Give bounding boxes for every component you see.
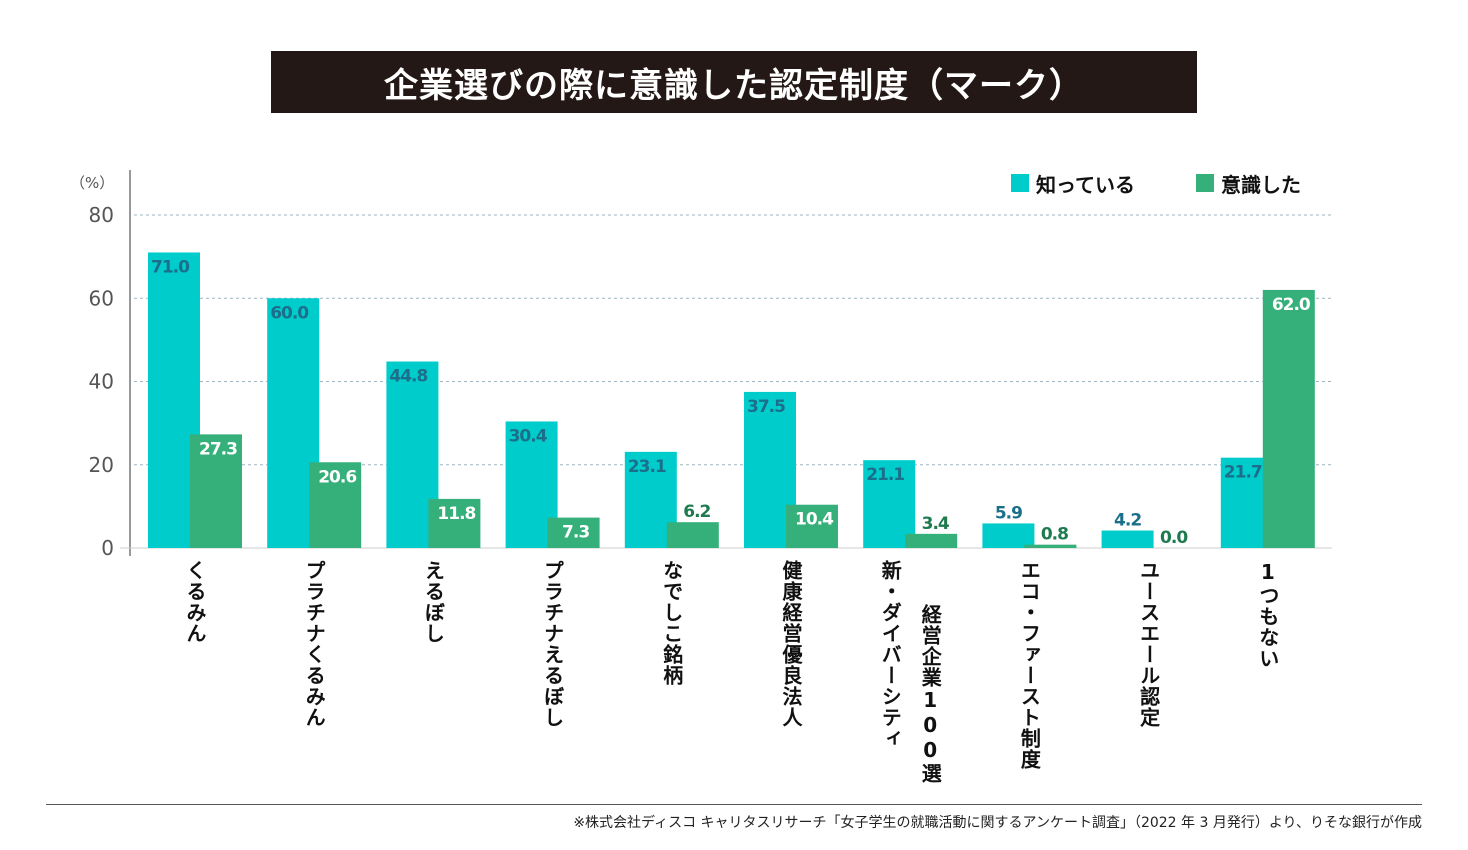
y-tick-label: 80: [89, 203, 114, 227]
x-category-label: 1つもない: [1255, 560, 1280, 669]
bar-conscious: [190, 434, 242, 548]
x-category-label: プラチナくるみん: [302, 560, 327, 728]
bar-conscious: [428, 498, 481, 548]
bar-known: [1101, 530, 1154, 548]
value-label-conscious: 62.0: [1272, 295, 1311, 315]
axes: （%）: [70, 170, 1332, 556]
x-category-label: 新・ダイバーシティ: [878, 560, 903, 749]
value-labels: 71.0 27.3 60.0 20.6 44.8 11.8 30.4 7.3 23.1 6.2 37…: [151, 257, 1312, 548]
value-label-conscious: 10.4: [795, 510, 834, 530]
value-label-conscious: 0.8: [1041, 525, 1068, 545]
y-tick-labels: 0 20 40 60 80: [89, 203, 114, 560]
value-label-known: 23.1: [628, 457, 666, 477]
value-label-known: 30.4: [509, 426, 548, 446]
bar-known: [982, 523, 1035, 548]
x-category-label: くるみん: [183, 560, 207, 644]
x-category-label: えるぼし: [421, 560, 446, 644]
x-category-label: 健康経営優良法人: [779, 560, 803, 728]
value-label-conscious: 0.0: [1160, 528, 1188, 548]
legend-label-conscious: 意識した: [1221, 173, 1301, 197]
source-note: ※株式会社ディスコ キャリタスリサーチ「女子学生の就職活動に関するアンケート調査…: [573, 815, 1422, 831]
value-label-conscious: 27.3: [199, 439, 237, 459]
bar-conscious: [786, 504, 838, 548]
y-tick-label: 40: [89, 370, 114, 394]
x-category-label: ユースエール認定: [1136, 560, 1161, 728]
y-tick-label: 0: [101, 536, 114, 560]
bar-conscious: [666, 522, 719, 548]
bar-conscious: [547, 517, 600, 548]
bars: [148, 252, 1315, 548]
y-tick-label: 20: [89, 453, 114, 477]
legend-swatch-conscious: [1196, 174, 1214, 192]
x-category-label: 経営企業100選: [918, 604, 943, 784]
value-label-known: 21.7: [1224, 463, 1262, 483]
bar-conscious: [1262, 289, 1315, 548]
legend-label-known: 知っている: [1036, 173, 1135, 197]
legend-swatch-known: [1011, 174, 1029, 192]
x-category-label: なでしこ銘柄: [659, 560, 684, 686]
value-label-conscious: 11.8: [437, 504, 475, 524]
bar-conscious: [309, 462, 362, 548]
bar-conscious: [905, 533, 958, 548]
y-axis-unit: （%）: [70, 174, 114, 192]
value-label-known: 44.8: [389, 367, 427, 387]
value-label-known: 71.0: [151, 257, 190, 277]
legend: 知っている 意識した: [1011, 173, 1301, 197]
chart-title-banner: 企業選びの際に意識した認定制度（マーク）: [271, 51, 1197, 113]
bar-chart: （%） 0 20 40 60 80 71.0 27.3 60.0 20.6 44.8 11.8 30…: [70, 170, 1332, 560]
value-label-conscious: 20.6: [318, 467, 356, 487]
value-label-known: 37.5: [747, 397, 785, 417]
chart-title: 企業選びの際に意識した認定制度（マーク）: [384, 65, 1084, 106]
value-label-known: 21.1: [866, 465, 904, 485]
value-label-conscious: 6.2: [683, 502, 710, 522]
x-category-label: プラチナえるぼし: [540, 560, 565, 728]
value-label-conscious: 7.3: [562, 523, 589, 543]
bar-conscious: [1024, 544, 1077, 548]
value-label-known: 5.9: [995, 503, 1022, 523]
x-category-label: エコ・ファースト制度: [1017, 560, 1042, 770]
y-tick-label: 60: [89, 286, 114, 310]
footer-divider: [46, 804, 1422, 805]
value-label-known: 60.0: [270, 303, 309, 323]
value-label-known: 4.2: [1114, 511, 1141, 531]
bar-known: [863, 460, 916, 548]
value-label-conscious: 3.4: [922, 514, 950, 534]
